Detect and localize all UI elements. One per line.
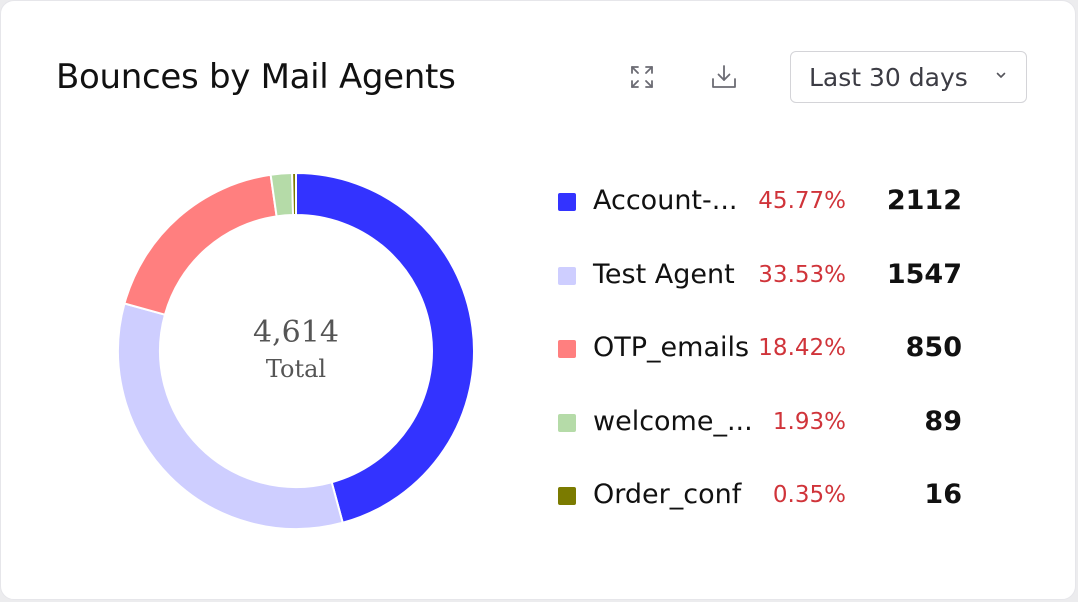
legend-value: 850 <box>905 332 962 363</box>
legend-swatch <box>558 266 576 285</box>
legend-value: 2112 <box>886 185 962 216</box>
chevron-down-icon <box>996 72 1006 78</box>
widget-title: Bounces by Mail Agents <box>56 57 456 97</box>
legend-swatch <box>558 193 576 211</box>
date-range-value: Last 30 days <box>809 62 968 92</box>
legend-item[interactable]: Test Agent 33.53% 1547 <box>556 241 976 315</box>
legend-percent: 18.42% <box>758 335 846 361</box>
donut-slice[interactable] <box>291 171 297 217</box>
legend-label: Order_conf <box>593 479 742 510</box>
chart-legend: Account-... 45.77% 2112 Test Agent 33.53… <box>556 167 976 535</box>
legend-item[interactable]: welcome_... 1.93% 89 <box>556 388 976 462</box>
expand-icon <box>631 66 653 88</box>
expand-button[interactable] <box>624 59 660 95</box>
legend-value: 1547 <box>886 258 962 290</box>
legend-percent: 0.35% <box>772 482 846 508</box>
legend-swatch <box>558 487 576 505</box>
total-value: 4,614 <box>253 315 339 350</box>
legend-item[interactable]: OTP_emails 18.42% 850 <box>556 314 976 388</box>
legend-percent: 33.53% <box>758 261 846 288</box>
donut-slice[interactable] <box>295 171 475 524</box>
legend-label: Test Agent <box>593 258 735 290</box>
donut-chart <box>117 171 475 530</box>
download-icon <box>712 65 736 88</box>
donut-slice[interactable] <box>123 173 278 316</box>
legend-label: Account-... <box>593 185 738 216</box>
total-label: Total <box>265 355 327 383</box>
legend-percent: 45.77% <box>758 188 846 214</box>
legend-item[interactable]: Order_conf 0.35% 16 <box>556 461 976 535</box>
legend-value: 16 <box>924 479 962 510</box>
legend-label: OTP_emails <box>593 332 750 363</box>
date-range-select[interactable]: Last 30 days <box>790 51 1027 103</box>
legend-swatch <box>558 413 576 432</box>
legend-item[interactable]: Account-... 45.77% 2112 <box>556 167 976 241</box>
download-button[interactable] <box>706 59 742 95</box>
legend-label: welcome_... <box>593 405 753 437</box>
legend-swatch <box>558 340 576 358</box>
legend-value: 89 <box>924 405 962 437</box>
legend-percent: 1.93% <box>772 408 846 435</box>
